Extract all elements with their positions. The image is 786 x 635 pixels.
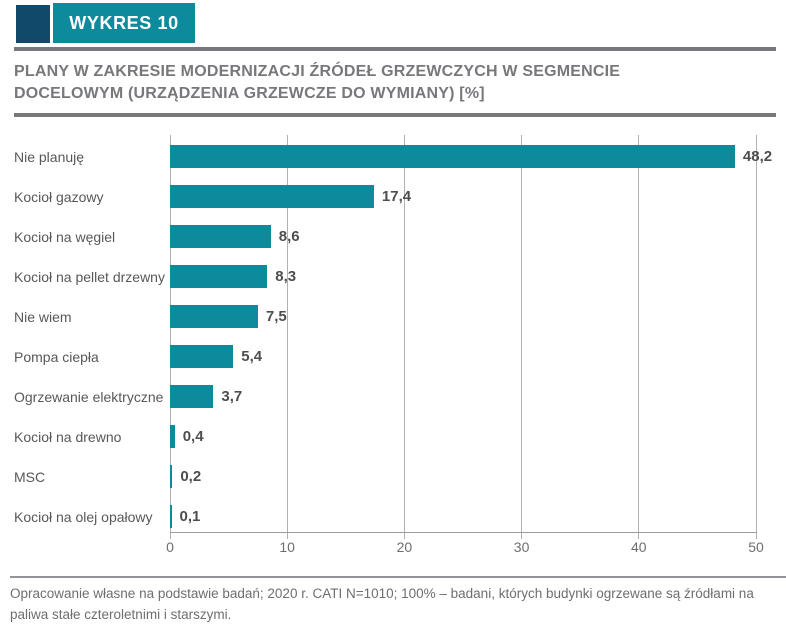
x-axis-tick-label: 50	[748, 539, 764, 555]
category-label: Ogrzewanie elektryczne	[14, 388, 164, 405]
bar	[170, 465, 173, 488]
grid-line	[403, 135, 405, 539]
value-label: 0,4	[182, 428, 204, 445]
value-label: 0,1	[179, 508, 201, 525]
value-label: 5,4	[241, 348, 263, 365]
category-label: Kocioł na olej opałowy	[14, 508, 153, 525]
value-label: 8,6	[278, 228, 300, 245]
category-label: Nie planuję	[14, 148, 85, 165]
bar	[170, 385, 214, 408]
chart-title: PLANY W ZAKRESIE MODERNIZACJI ŹRÓDEŁ GRZ…	[14, 63, 621, 102]
title-divider	[14, 113, 776, 117]
value-label: 48,2	[742, 148, 773, 165]
bar	[170, 425, 175, 448]
category-label: Kocioł na drewno	[14, 428, 122, 445]
bar	[170, 345, 234, 368]
grid-line	[286, 135, 288, 539]
value-label: 8,3	[275, 268, 297, 285]
x-axis-tick-label: 20	[396, 539, 413, 555]
source-note: Opracowanie własne na podstawie badań; 2…	[10, 586, 754, 622]
bar	[170, 145, 735, 168]
brand-square	[16, 5, 50, 43]
category-label: Kocioł gazowy	[14, 188, 104, 205]
grid-line	[169, 135, 171, 539]
grid-line	[638, 135, 640, 539]
x-axis-tick-label: 0	[166, 539, 174, 555]
value-label: 7,5	[265, 308, 287, 325]
category-label: Pompa ciepła	[14, 348, 99, 365]
value-label: 17,4	[381, 188, 412, 205]
header-divider	[14, 47, 776, 51]
x-axis-tick-label: 40	[631, 539, 647, 555]
bar-chart: 0 10 20 30 40 50 Nie planuję 48,2 Kocioł gazowy 1…	[14, 135, 773, 555]
x-axis-tick-label: 10	[279, 539, 295, 555]
chart-number-label: WYKRES 10	[69, 12, 179, 33]
footer-divider	[10, 576, 786, 578]
bar	[170, 305, 258, 328]
bar	[170, 265, 268, 288]
bar	[170, 505, 172, 528]
x-axis-tick-label: 30	[513, 539, 530, 555]
grid-line	[521, 135, 523, 539]
category-label: Kocioł na pellet drzewny	[14, 268, 165, 285]
category-label: Kocioł na węgiel	[14, 228, 116, 245]
bar	[170, 225, 271, 248]
value-label: 3,7	[221, 388, 243, 405]
value-label: 0,2	[180, 468, 202, 485]
bar	[170, 185, 374, 208]
chart-number-badge: WYKRES 10	[53, 3, 195, 43]
x-axis-line	[170, 532, 757, 533]
category-label: Nie wiem	[14, 308, 72, 325]
grid-line	[755, 135, 757, 539]
category-label: MSC	[14, 468, 46, 485]
